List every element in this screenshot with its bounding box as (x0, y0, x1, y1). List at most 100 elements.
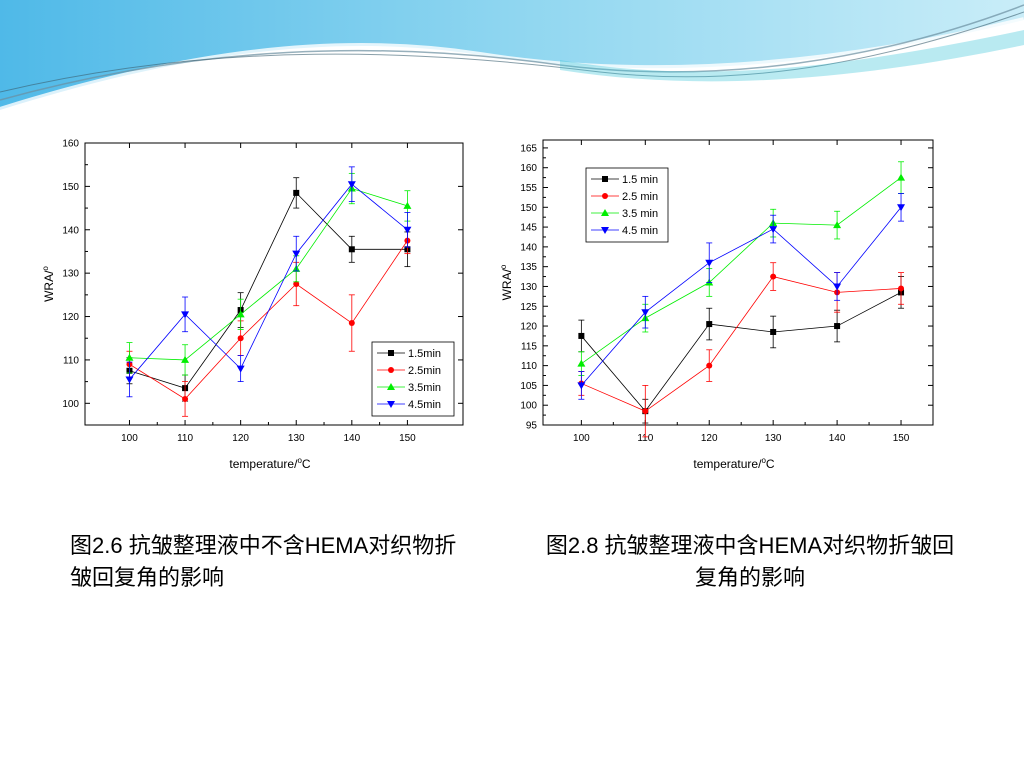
y-tick-label: 110 (521, 361, 537, 372)
y-tick-label: 165 (520, 143, 537, 154)
data-point (125, 353, 134, 361)
y-tick-label: 115 (521, 341, 537, 352)
x-tick-label: 150 (893, 433, 910, 444)
series-line (129, 183, 408, 380)
plot-frame (542, 139, 934, 426)
series-line (581, 276, 902, 412)
legend: 1.5min 2.5min 3.5min 4.5min (371, 341, 455, 417)
y-tick-label: 145 (520, 223, 537, 234)
caption-left: 图2.6 抗皱整理液中不含HEMA对织物折皱回复角的影响 (70, 533, 457, 590)
data-point (898, 285, 905, 292)
series-line (581, 292, 902, 412)
legend-label: 2.5 min (622, 191, 658, 203)
data-point (705, 259, 714, 267)
legend-label: 1.5 min (622, 174, 658, 186)
x-tick-label: 110 (177, 433, 193, 444)
y-axis-label: WRA/o (41, 266, 56, 302)
y-tick-label: 125 (520, 302, 537, 313)
y-tick-label: 110 (63, 355, 79, 366)
data-point (641, 309, 650, 317)
chart-right: 95 100 105 110 115 120 125 130 135 140 145 150 155 16… (499, 139, 934, 471)
plot-frame (84, 142, 464, 426)
data-point (834, 323, 841, 330)
data-point (181, 311, 190, 319)
y-tick-label: 130 (62, 269, 79, 280)
data-point (292, 250, 301, 258)
x-tick-label: 150 (399, 433, 416, 444)
x-tick-label: 100 (573, 433, 590, 444)
chart-left: 100 110 120 130 140 150 160 100 110 120 130 140 150 t… (41, 139, 464, 471)
data-point (833, 221, 842, 229)
data-point (236, 310, 245, 318)
y-tick-label: 135 (520, 262, 537, 273)
data-point (293, 189, 300, 196)
series-4 (577, 193, 906, 400)
legend-marker (602, 193, 608, 199)
data-point (403, 226, 412, 234)
x-tick-label: 120 (232, 433, 249, 444)
legend-marker (388, 367, 394, 373)
data-point (181, 355, 190, 363)
x-tick-label: 140 (343, 433, 360, 444)
y-tick-label: 150 (62, 182, 79, 193)
x-tick-label: 130 (765, 433, 782, 444)
data-point (577, 359, 586, 367)
legend-label: 4.5min (408, 399, 441, 411)
x-tick-label: 140 (829, 433, 846, 444)
data-point (769, 226, 778, 234)
data-point (403, 201, 412, 209)
y-tick-label: 140 (62, 225, 79, 236)
series-1 (126, 177, 411, 402)
legend-marker (387, 383, 395, 390)
data-point (897, 204, 906, 212)
y-tick-label: 140 (520, 242, 537, 253)
data-point (182, 395, 189, 402)
data-point (293, 281, 300, 287)
x-tick-label: 130 (288, 433, 305, 444)
legend-marker (601, 209, 609, 216)
data-point (578, 332, 585, 339)
y-tick-label: 130 (520, 282, 537, 293)
x-tick-label: 110 (637, 433, 653, 444)
series-3 (125, 172, 412, 376)
y-tick-label: 155 (520, 183, 537, 194)
series-line (581, 207, 902, 386)
series-1 (578, 276, 905, 424)
y-tick-label: 160 (62, 139, 79, 150)
data-point (770, 273, 777, 280)
legend-label: 3.5 min (622, 208, 658, 220)
data-point (833, 283, 842, 291)
data-point (348, 246, 355, 253)
legend-marker (388, 350, 394, 356)
legend-label: 4.5 min (622, 225, 658, 237)
y-tick-label: 95 (526, 421, 538, 432)
y-tick-label: 100 (520, 401, 537, 412)
caption-right: 图2.8 抗皱整理液中含HEMA对织物折皱回复角的影响 (545, 533, 955, 590)
series-4 (125, 166, 412, 398)
legend-marker (601, 227, 609, 234)
y-tick-label: 120 (62, 312, 79, 323)
data-point (770, 328, 777, 335)
y-tick-label: 150 (520, 203, 537, 214)
data-point (706, 321, 713, 328)
legend-marker (387, 401, 395, 408)
data-point (347, 181, 356, 189)
data-point (897, 173, 906, 181)
data-point (577, 382, 586, 390)
data-point (348, 320, 355, 327)
series-line (581, 177, 902, 364)
x-tick-label: 120 (701, 433, 718, 444)
legend: 1.5 min 2.5 min 3.5 min 4.5 min (585, 167, 669, 243)
y-tick-label: 100 (62, 399, 79, 410)
x-axis-label: temperature/oC (693, 456, 775, 471)
series-2 (578, 262, 905, 438)
y-tick-label: 120 (520, 322, 537, 333)
y-tick-label: 160 (520, 163, 537, 174)
data-point (642, 408, 649, 415)
data-point (236, 365, 245, 373)
data-point (237, 335, 244, 342)
series-line (129, 240, 408, 400)
legend-marker (602, 176, 608, 182)
series-line (129, 188, 408, 361)
x-tick-label: 100 (121, 433, 138, 444)
